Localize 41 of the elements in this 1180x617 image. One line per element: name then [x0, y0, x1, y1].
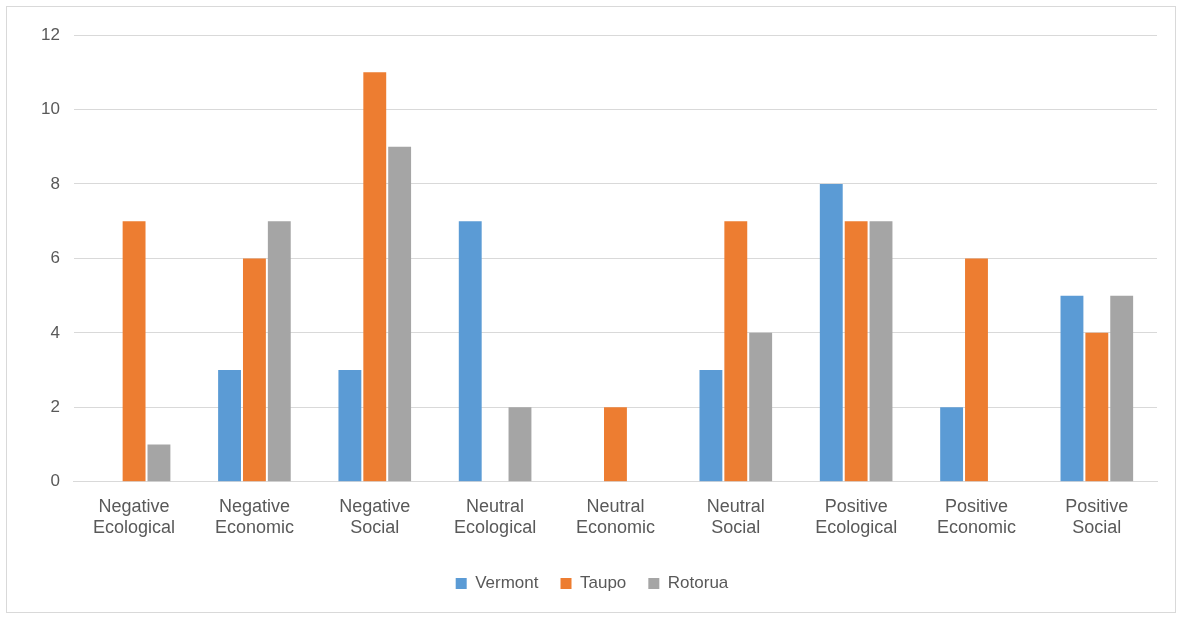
bar: [604, 407, 627, 482]
x-tick-label: Negative Economic: [214, 495, 294, 538]
x-tick-label: Positive Social: [1065, 495, 1129, 538]
bar: [218, 370, 241, 482]
bar: [1085, 332, 1109, 482]
bar: [122, 221, 146, 482]
bar: [267, 221, 291, 482]
bar: [363, 72, 387, 482]
bar: [819, 183, 843, 482]
y-tick-label: 0: [50, 471, 60, 491]
bar: [844, 221, 868, 482]
legend-label: Vermont: [475, 573, 539, 593]
legend-label: Taupo: [580, 573, 627, 593]
x-tick-label: Negative Ecological: [93, 495, 176, 538]
bar: [749, 332, 773, 482]
x-tick-label: Neutral Ecological: [454, 495, 537, 538]
bar: [1110, 295, 1134, 482]
bar: [724, 221, 748, 482]
legend-label: Rotorua: [667, 573, 729, 593]
y-tick-label: 6: [50, 248, 60, 268]
bar: [699, 370, 723, 482]
bar: [338, 370, 362, 482]
x-tick-label: Positive Economic: [936, 495, 1016, 538]
y-tick-label: 2: [50, 397, 60, 417]
bar: [940, 407, 964, 482]
x-tick-label: Neutral Social: [706, 495, 765, 538]
bar: [242, 258, 266, 482]
bar: [869, 221, 893, 482]
bar: [458, 221, 482, 482]
bar: [508, 407, 532, 482]
bar: [147, 444, 171, 482]
bar: [1060, 295, 1084, 482]
x-tick-label: Positive Ecological: [815, 495, 898, 538]
bar: [388, 146, 412, 482]
bar: [965, 258, 988, 482]
x-tick-label: Neutral Economic: [575, 495, 655, 538]
y-tick-label: 8: [50, 173, 60, 193]
y-tick-label: 4: [50, 322, 60, 342]
x-tick-label: Negative Social: [339, 495, 411, 538]
y-tick-label: 12: [40, 24, 60, 44]
y-tick-label: 10: [40, 99, 60, 119]
